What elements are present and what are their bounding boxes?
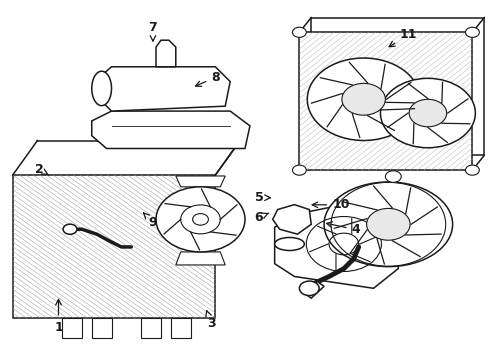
Circle shape	[466, 165, 479, 175]
Polygon shape	[272, 204, 311, 234]
Text: 7: 7	[148, 21, 157, 41]
Polygon shape	[92, 111, 250, 148]
Circle shape	[466, 27, 479, 37]
Circle shape	[193, 213, 208, 225]
Circle shape	[380, 78, 475, 148]
Text: 9: 9	[144, 213, 157, 229]
Text: 10: 10	[312, 198, 350, 211]
Polygon shape	[304, 282, 324, 298]
Polygon shape	[141, 318, 161, 338]
Text: 4: 4	[327, 222, 360, 236]
Polygon shape	[275, 200, 398, 288]
Polygon shape	[176, 176, 225, 187]
Circle shape	[367, 208, 410, 240]
Circle shape	[342, 84, 386, 115]
Text: 3: 3	[206, 311, 216, 330]
Ellipse shape	[324, 182, 453, 267]
Polygon shape	[13, 175, 215, 318]
Circle shape	[293, 165, 306, 175]
Text: 11: 11	[389, 28, 417, 47]
Text: 1: 1	[54, 300, 63, 334]
Text: 6: 6	[255, 211, 269, 224]
Circle shape	[307, 58, 420, 140]
Ellipse shape	[275, 238, 304, 251]
Polygon shape	[171, 318, 191, 338]
Polygon shape	[299, 32, 472, 170]
Polygon shape	[97, 67, 230, 111]
Circle shape	[409, 99, 447, 127]
Text: 8: 8	[196, 71, 220, 86]
Circle shape	[63, 224, 77, 234]
Polygon shape	[92, 318, 112, 338]
Circle shape	[299, 281, 319, 296]
Text: 5: 5	[255, 191, 270, 204]
Polygon shape	[62, 318, 82, 338]
Polygon shape	[176, 252, 225, 265]
Ellipse shape	[92, 71, 112, 106]
Circle shape	[293, 27, 306, 37]
Polygon shape	[156, 40, 176, 67]
Circle shape	[156, 187, 245, 252]
Circle shape	[386, 171, 401, 183]
Text: 2: 2	[35, 163, 49, 176]
